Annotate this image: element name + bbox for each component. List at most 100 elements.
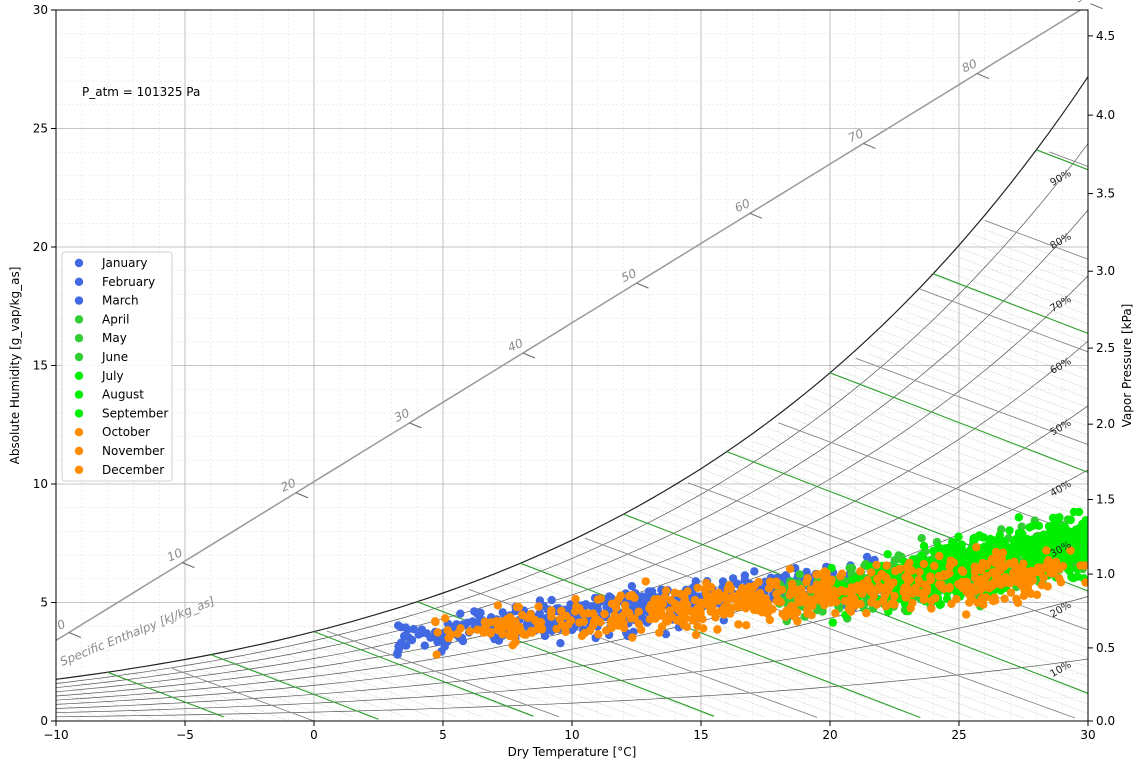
scatter-point bbox=[1082, 552, 1088, 561]
scatter-point bbox=[566, 616, 576, 625]
scatter-point bbox=[837, 569, 847, 578]
y2-tick-label: 0.0 bbox=[1096, 714, 1115, 728]
scatter-point bbox=[409, 624, 418, 634]
scatter-point bbox=[895, 564, 904, 574]
patm-annotation: P_atm = 101325 Pa bbox=[82, 85, 200, 99]
scatter-point bbox=[703, 593, 712, 603]
enthalpy-scale-tick bbox=[182, 562, 195, 569]
enthalpy-scale-tick bbox=[295, 492, 309, 499]
wet-bulb-line bbox=[971, 243, 1088, 288]
scatter-point bbox=[588, 621, 598, 630]
wet-bulb-main-line bbox=[726, 451, 1088, 592]
scatter-point bbox=[729, 592, 738, 601]
scatter-point bbox=[644, 587, 654, 596]
scatter-point bbox=[1019, 591, 1029, 600]
scatter-point bbox=[939, 584, 949, 593]
enthalpy-scale-tick bbox=[636, 282, 649, 289]
enthalpy-tick-label: 70 bbox=[846, 126, 866, 145]
scatter-point bbox=[556, 639, 565, 648]
wet-bulb-line bbox=[301, 640, 508, 717]
wet-bulb-line bbox=[571, 542, 1050, 719]
scatter-point bbox=[915, 588, 924, 598]
legend-label: September bbox=[102, 406, 168, 420]
rh-curve-label: 70% bbox=[1049, 294, 1074, 315]
scatter-point bbox=[693, 583, 702, 592]
scatter-point bbox=[1044, 556, 1053, 565]
scatter-point bbox=[740, 571, 750, 580]
scatter-point bbox=[689, 613, 698, 622]
scatter-point bbox=[979, 533, 988, 542]
enthalpy-scale-tick bbox=[863, 142, 876, 149]
wet-bulb-line bbox=[907, 302, 1088, 371]
scatter-point bbox=[1018, 565, 1027, 574]
scatter-point bbox=[610, 611, 619, 620]
scatter-point bbox=[1017, 522, 1026, 531]
enthalpy-scale-tick bbox=[522, 352, 536, 359]
scatter-point bbox=[904, 577, 913, 586]
scatter-point bbox=[396, 623, 406, 632]
scatter-point bbox=[422, 629, 431, 638]
wet-bulb-line bbox=[56, 701, 108, 721]
scatter-point bbox=[625, 591, 634, 601]
scatter-point bbox=[663, 615, 673, 624]
saturation-curve bbox=[56, 76, 1088, 680]
scatter-point bbox=[785, 564, 795, 574]
scatter-point bbox=[1013, 547, 1022, 556]
rh-curve bbox=[56, 596, 1088, 714]
y2-tick-label: 1.5 bbox=[1096, 492, 1115, 506]
enthalpy-scale-tick bbox=[749, 212, 763, 219]
y2-tick-label: 2.0 bbox=[1096, 417, 1115, 431]
legend-label: July bbox=[101, 369, 124, 383]
legend-label: June bbox=[101, 350, 128, 364]
scatter-point bbox=[662, 586, 671, 595]
scatter-point bbox=[750, 567, 759, 576]
scatter-point bbox=[1010, 557, 1019, 567]
scatter-point bbox=[432, 650, 441, 659]
scatter-point bbox=[772, 577, 781, 586]
y-tick-label: 5 bbox=[40, 596, 48, 610]
scatter-point bbox=[661, 630, 671, 639]
scatter-point bbox=[561, 627, 570, 636]
scatter-point bbox=[1081, 516, 1088, 525]
x-tick-label: 0 bbox=[310, 728, 318, 742]
wet-bulb-line bbox=[197, 658, 353, 717]
scatter-point bbox=[931, 593, 940, 603]
wet-bulb-line bbox=[894, 325, 1088, 399]
scatter-point bbox=[433, 628, 442, 637]
wet-bulb-main-line bbox=[313, 631, 534, 717]
scatter-point bbox=[803, 574, 812, 583]
legend-label: May bbox=[102, 331, 127, 345]
scatter-point bbox=[979, 600, 988, 609]
scatter-point bbox=[665, 606, 675, 615]
scatter-point bbox=[904, 564, 913, 573]
scatter-point bbox=[493, 625, 502, 634]
enthalpy-tick-label: 80 bbox=[960, 56, 980, 75]
scatter-point bbox=[1036, 568, 1046, 577]
legend-label: March bbox=[102, 294, 139, 308]
enthalpy-tick-label: 40 bbox=[506, 336, 526, 355]
scatter-point bbox=[919, 559, 928, 569]
scatter-point bbox=[860, 585, 869, 594]
wet-bulb-line bbox=[933, 284, 1088, 343]
scatter-point bbox=[441, 614, 450, 623]
rh-curve bbox=[56, 209, 1088, 689]
scatter-point bbox=[965, 598, 974, 607]
legend-label: January bbox=[101, 256, 148, 270]
enthalpy-line bbox=[584, 537, 1076, 719]
scatter-point bbox=[765, 615, 774, 625]
rh-curve-label: 60% bbox=[1049, 356, 1074, 377]
wet-bulb-line bbox=[868, 353, 1088, 436]
scatter-point bbox=[547, 606, 556, 615]
y2-tick-label: 1.0 bbox=[1096, 567, 1115, 581]
scatter-point bbox=[763, 609, 772, 618]
scatter-point bbox=[676, 589, 685, 599]
scatter-point bbox=[958, 567, 968, 576]
wet-bulb-line bbox=[184, 663, 327, 717]
wet-bulb-line bbox=[817, 390, 1088, 492]
scatter-point bbox=[963, 561, 972, 570]
scatter-point bbox=[1043, 582, 1052, 591]
scatter-point bbox=[596, 594, 605, 603]
scatter-point bbox=[871, 585, 880, 594]
rh-curve-label: 40% bbox=[1049, 479, 1074, 500]
